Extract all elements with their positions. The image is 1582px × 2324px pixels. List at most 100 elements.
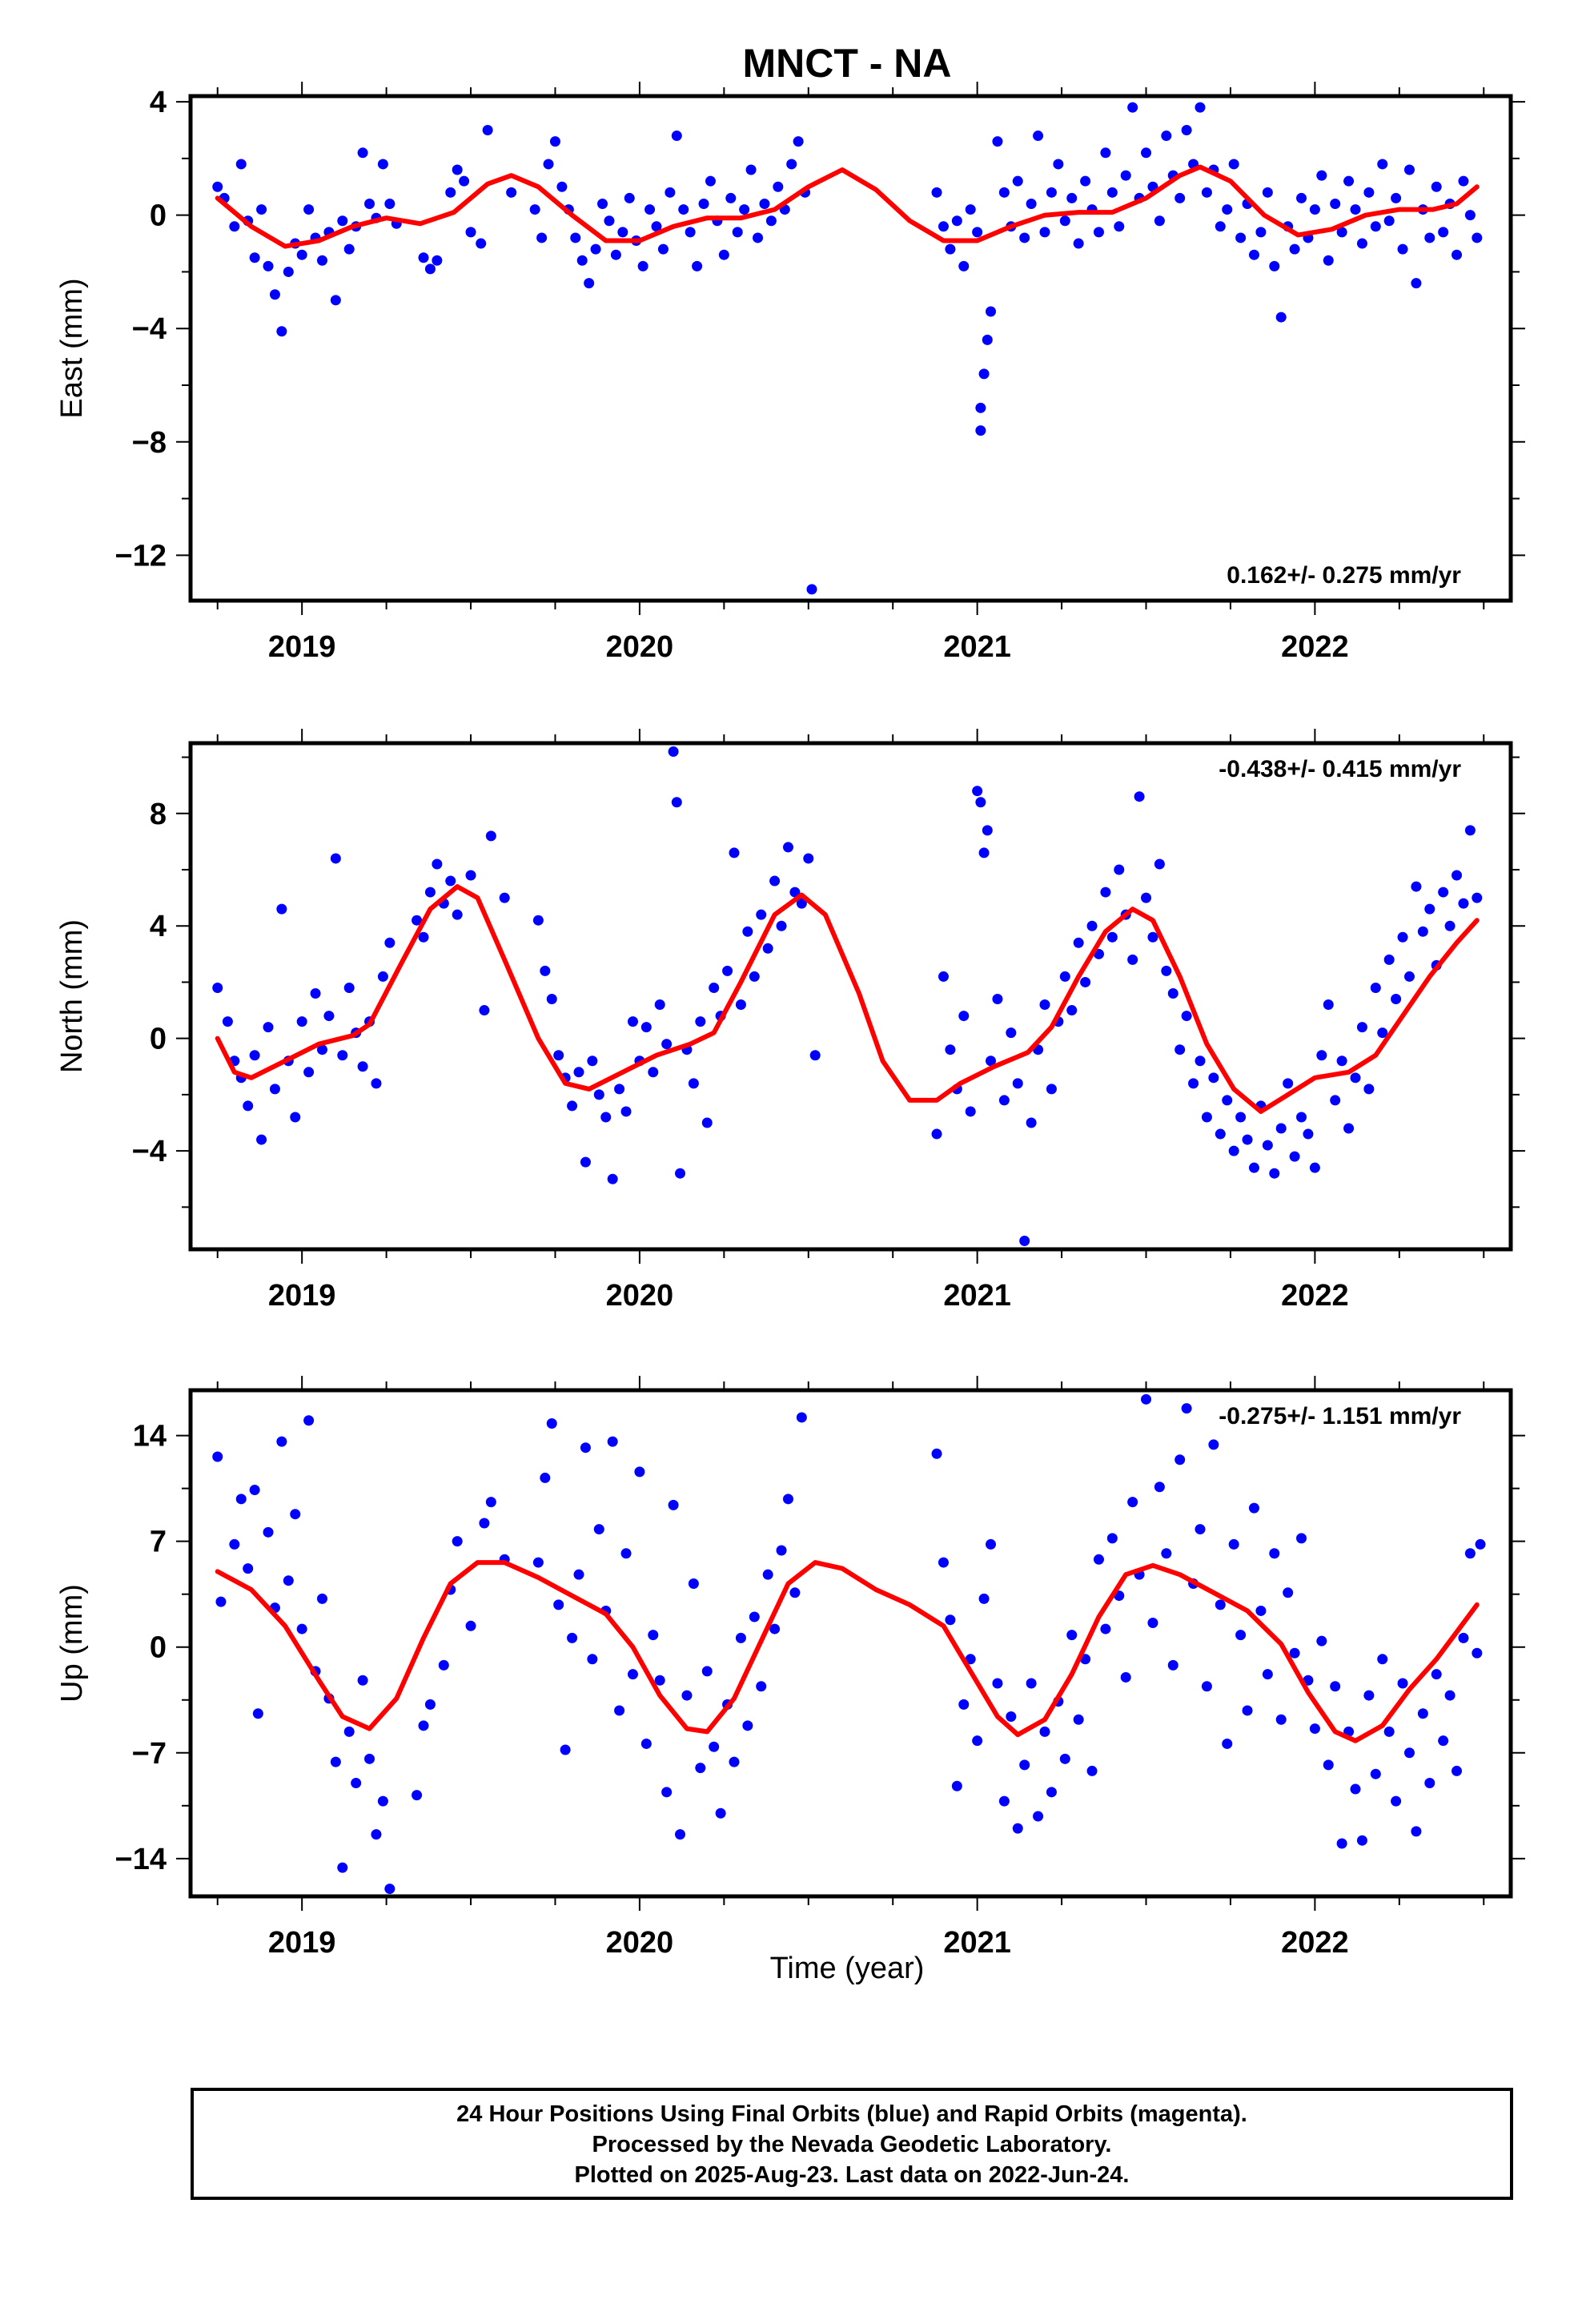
east-data-point xyxy=(992,136,1003,147)
up-data-point xyxy=(1283,1587,1294,1598)
up-data-point xyxy=(573,1569,584,1580)
north-data-point xyxy=(975,797,986,808)
east-data-point xyxy=(1330,198,1341,209)
north-data-point xyxy=(809,1050,821,1061)
up-data-point xyxy=(532,1557,544,1568)
up-x-tick-label: 2019 xyxy=(268,1926,336,1960)
east-x-tick-label: 2022 xyxy=(1281,630,1349,664)
north-data-point xyxy=(323,1011,335,1022)
up-data-point xyxy=(776,1545,787,1556)
east-data-point xyxy=(1403,164,1415,175)
east-data-point xyxy=(424,263,436,275)
north-data-point xyxy=(1248,1162,1259,1173)
up-data-point xyxy=(789,1587,801,1598)
north-data-point xyxy=(1397,931,1408,943)
up-data-point xyxy=(465,1620,476,1631)
east-data-point xyxy=(1059,215,1070,227)
east-data-point xyxy=(364,198,375,209)
north-data-point xyxy=(1167,987,1178,999)
east-data-point xyxy=(1262,187,1273,198)
north-y-tick-label: 8 xyxy=(150,798,167,831)
up-data-point xyxy=(1019,1759,1030,1771)
north-data-point xyxy=(1195,1055,1206,1067)
north-rate-label: -0.438+/- 0.415 mm/yr xyxy=(1219,756,1461,782)
north-data-point xyxy=(580,1156,591,1168)
east-plot-area xyxy=(212,102,1483,595)
east-data-point xyxy=(597,198,608,209)
up-data-point xyxy=(1006,1711,1017,1722)
up-data-point xyxy=(1323,1759,1334,1771)
up-data-point xyxy=(742,1720,753,1731)
up-data-point xyxy=(762,1569,773,1580)
north-data-point xyxy=(640,1022,652,1033)
east-data-point xyxy=(671,131,682,142)
east-data-point xyxy=(343,243,355,255)
north-x-tick-label: 2021 xyxy=(943,1279,1011,1313)
up-data-point xyxy=(229,1538,240,1550)
east-data-point xyxy=(556,181,568,192)
north-data-point xyxy=(452,909,463,920)
up-data-point xyxy=(1033,1811,1044,1822)
up-data-point xyxy=(1195,1524,1206,1535)
east-data-point xyxy=(1269,260,1280,271)
east-data-point xyxy=(806,584,817,595)
north-data-point xyxy=(424,887,436,898)
north-data-point xyxy=(607,1173,618,1184)
north-data-point xyxy=(688,1078,699,1089)
up-data-point xyxy=(485,1497,496,1508)
east-y-tick-label: −4 xyxy=(132,312,167,346)
east-data-point xyxy=(651,221,662,232)
east-data-point xyxy=(765,215,777,227)
north-data-point xyxy=(938,971,949,982)
north-data-point xyxy=(756,909,767,920)
up-data-point xyxy=(276,1436,287,1447)
up-data-point xyxy=(1181,1403,1192,1414)
north-data-point xyxy=(661,1039,673,1050)
up-data-point xyxy=(1336,1838,1347,1849)
north-data-point xyxy=(1188,1078,1199,1089)
east-data-point xyxy=(1370,221,1381,232)
up-data-point xyxy=(1059,1753,1070,1764)
north-data-point xyxy=(377,971,388,982)
east-data-point xyxy=(590,243,601,255)
east-data-point xyxy=(1222,204,1233,215)
up-data-point xyxy=(1296,1533,1307,1544)
north-data-point xyxy=(445,875,456,887)
east-data-point xyxy=(1472,232,1483,243)
up-data-point xyxy=(1464,1548,1476,1559)
up-data-point xyxy=(593,1524,604,1535)
north-data-point xyxy=(1377,1027,1388,1039)
north-data-point xyxy=(1262,1140,1273,1151)
east-data-point xyxy=(263,260,274,271)
up-data-point xyxy=(587,1654,598,1665)
up-data-point xyxy=(1026,1678,1037,1689)
up-data-point xyxy=(1073,1714,1084,1725)
north-data-point xyxy=(1174,1044,1186,1055)
north-data-point xyxy=(1127,954,1138,965)
east-data-point xyxy=(1343,175,1355,187)
east-data-point xyxy=(1033,131,1044,142)
up-y-tick-label: −14 xyxy=(115,1843,167,1876)
north-data-point xyxy=(1026,1117,1037,1128)
up-data-point xyxy=(1377,1654,1388,1665)
east-data-point xyxy=(1309,204,1320,215)
east-data-point xyxy=(1154,215,1165,227)
north-data-point xyxy=(945,1044,956,1055)
east-data-point xyxy=(1195,102,1206,113)
north-y-tick-label: 0 xyxy=(150,1023,167,1056)
north-data-point xyxy=(1012,1078,1023,1089)
north-data-point xyxy=(648,1067,659,1078)
east-data-point xyxy=(1438,227,1449,238)
north-data-point xyxy=(958,1011,970,1022)
footer-line-2: Processed by the Nevada Geodetic Laborat… xyxy=(592,2132,1112,2157)
up-data-point xyxy=(377,1795,388,1807)
north-data-point xyxy=(701,1117,713,1128)
up-data-point xyxy=(1141,1393,1152,1405)
east-data-point xyxy=(1215,221,1226,232)
east-x-tick-label: 2021 xyxy=(943,630,1011,664)
up-data-point xyxy=(580,1442,591,1454)
up-data-point xyxy=(330,1756,341,1767)
north-data-point xyxy=(735,999,746,1011)
east-data-point xyxy=(1316,170,1327,181)
east-data-point xyxy=(584,278,595,289)
